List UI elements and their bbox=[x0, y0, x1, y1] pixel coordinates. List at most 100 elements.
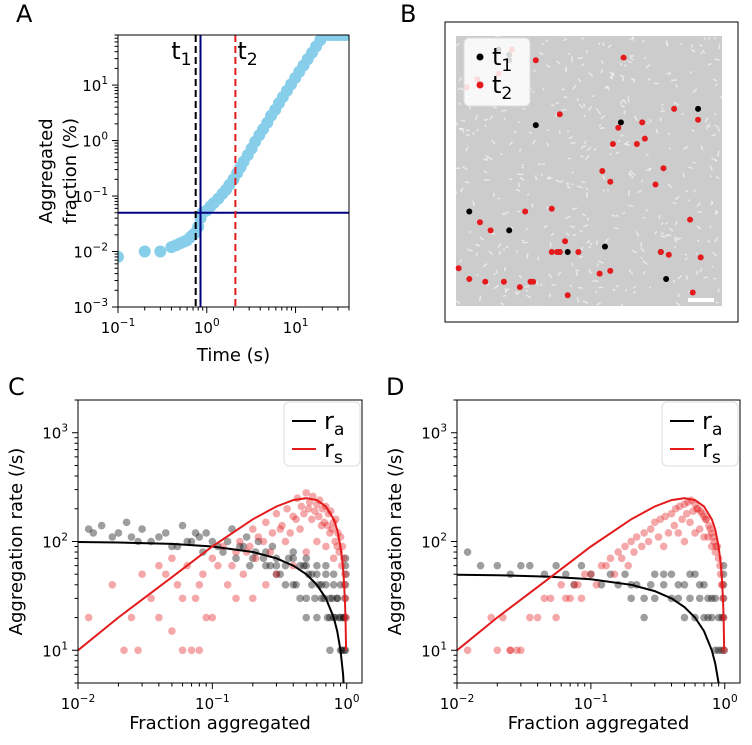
data-point-radata bbox=[178, 521, 187, 530]
data-point-rsdata bbox=[656, 515, 665, 524]
data-point-rsdata bbox=[644, 537, 653, 546]
data-point-radata bbox=[122, 518, 131, 527]
particle-t2 bbox=[641, 135, 648, 142]
data-point-rsdata bbox=[254, 533, 263, 541]
particle-t2 bbox=[687, 216, 694, 223]
y-tick-label: 102 bbox=[421, 532, 447, 552]
data-point-rsdata bbox=[654, 533, 663, 541]
data-point-rsdata bbox=[621, 542, 629, 551]
data-point-rsdata bbox=[533, 613, 542, 622]
data-point-rsdata bbox=[574, 580, 582, 589]
particle-t2 bbox=[575, 249, 582, 255]
data-point-rsdata bbox=[191, 594, 200, 603]
data-point-radata bbox=[621, 570, 629, 579]
data-point-rsdata bbox=[302, 548, 311, 556]
data-point-rsdata bbox=[710, 537, 718, 546]
data-point-rsdata bbox=[695, 525, 704, 533]
data-point-radata bbox=[680, 613, 689, 622]
data-point-radata bbox=[223, 537, 232, 546]
data-point-radata bbox=[219, 548, 227, 556]
data-point-rsdata bbox=[630, 548, 638, 556]
y-tick-label: 10−1 bbox=[73, 186, 108, 206]
data-point-radata bbox=[304, 570, 313, 579]
data-point-rsdata bbox=[597, 561, 606, 570]
data-point-rsdata bbox=[138, 570, 146, 579]
data-point-rsdata bbox=[214, 561, 222, 570]
data-point-rsdata bbox=[701, 515, 710, 524]
data-point-rsdata bbox=[147, 594, 155, 603]
particle-t2 bbox=[548, 205, 555, 212]
x-axis-label: Time (s) bbox=[196, 345, 270, 366]
data-point-radata bbox=[659, 570, 668, 579]
data-point-rsdata bbox=[120, 646, 128, 655]
data-point-radata bbox=[127, 533, 136, 541]
data-point-rsdata bbox=[680, 537, 689, 546]
data-point-rsdata bbox=[341, 570, 349, 579]
data-point-rsdata bbox=[276, 525, 285, 533]
data-point-rsdata bbox=[304, 504, 313, 513]
data-point-rsdata bbox=[659, 542, 668, 551]
data-point-rsdata bbox=[650, 518, 659, 527]
data-point-radata bbox=[517, 561, 525, 570]
data-point-radata bbox=[695, 580, 704, 589]
data-point-radata bbox=[322, 570, 330, 579]
data-point-radata bbox=[526, 561, 534, 570]
data-point-radata bbox=[272, 561, 281, 570]
data-point-rsdata bbox=[704, 533, 712, 541]
data-point-radata bbox=[674, 580, 683, 589]
x-tick-label: 100 bbox=[712, 693, 738, 713]
data-point-radata bbox=[323, 613, 332, 622]
data-point-rsdata bbox=[646, 525, 655, 533]
data-point-radata bbox=[242, 533, 251, 541]
data-point-rsdata bbox=[195, 646, 204, 655]
data-point-rsdata bbox=[323, 521, 332, 530]
data-point-radata bbox=[84, 525, 93, 533]
curve-rs bbox=[78, 497, 348, 652]
data-point-radata bbox=[476, 561, 485, 570]
y-axis-label: Aggregated fraction (%) bbox=[36, 118, 81, 224]
particle-t1 bbox=[466, 208, 473, 215]
data-point-radata bbox=[292, 580, 300, 589]
data-point-radata bbox=[272, 570, 281, 579]
data-point-radata bbox=[695, 594, 704, 603]
data-point-rsdata bbox=[562, 594, 570, 603]
particle-t2 bbox=[615, 124, 622, 131]
data-point-rsdata bbox=[313, 537, 321, 546]
data-point-rsdata bbox=[682, 509, 691, 518]
particle-t2 bbox=[455, 265, 462, 272]
y-tick-label: 100 bbox=[82, 131, 108, 151]
panel-label: C bbox=[8, 373, 25, 401]
data-point-rsdata bbox=[296, 525, 304, 533]
data-point-rsdata bbox=[487, 613, 495, 622]
data-point-rsdata bbox=[614, 548, 622, 556]
data-point-rsdata bbox=[506, 646, 515, 655]
data-point-rsdata bbox=[251, 554, 260, 563]
data-point-radata bbox=[711, 646, 720, 655]
curve-ra bbox=[78, 541, 345, 683]
data-point-radata bbox=[704, 594, 712, 603]
data-point-rsdata bbox=[268, 529, 277, 537]
plot-area bbox=[118, 35, 349, 307]
data-point-rsdata bbox=[570, 580, 578, 589]
data-point-rsdata bbox=[610, 570, 619, 579]
data-point-radata bbox=[597, 580, 606, 589]
data-point-rsdata bbox=[680, 500, 689, 509]
panel-label: B bbox=[400, 0, 416, 28]
data-point-radata bbox=[329, 570, 338, 579]
data-point-radata bbox=[281, 580, 290, 589]
data-point-radata bbox=[691, 570, 699, 579]
data-point-radata bbox=[680, 580, 689, 589]
particle-t2 bbox=[564, 292, 571, 299]
data-point-radata bbox=[245, 561, 254, 570]
y-tick-label: 10−3 bbox=[73, 297, 108, 317]
data-point-rsdata bbox=[328, 525, 336, 533]
data-point-rsdata bbox=[315, 512, 323, 521]
particle-t1 bbox=[506, 227, 513, 234]
data-point-radata bbox=[313, 561, 321, 570]
data-point-rsdata bbox=[506, 646, 515, 655]
data-point-rsdata bbox=[704, 521, 713, 530]
data-point-rsdata bbox=[232, 594, 240, 603]
particle-t2 bbox=[482, 278, 489, 285]
x-axis-label: Fraction aggregated bbox=[129, 713, 311, 734]
data-point-rsdata bbox=[208, 613, 217, 622]
